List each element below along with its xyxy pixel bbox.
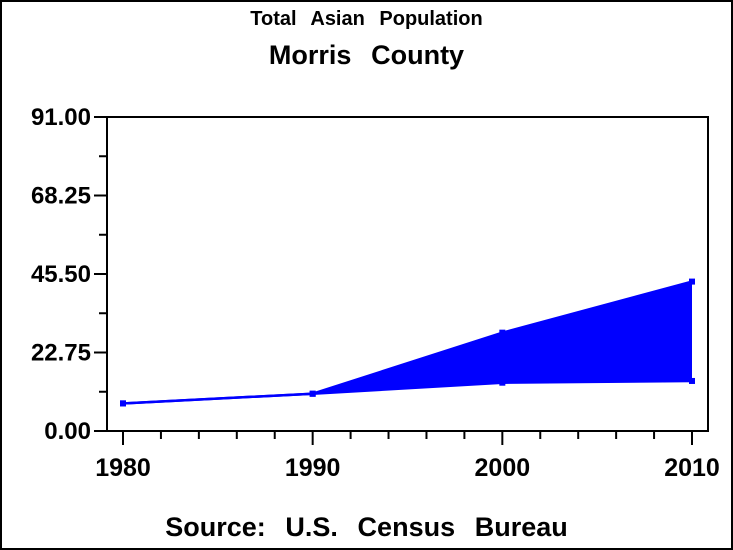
x-tick-label: 2000 xyxy=(475,454,531,482)
series-line-lower xyxy=(122,379,693,405)
data-point-marker-lower xyxy=(499,379,506,386)
chart-subtitle: Morris County xyxy=(268,40,465,70)
chart-title: Total Asian Population xyxy=(250,8,483,30)
x-tick-label: 1990 xyxy=(285,454,341,482)
y-tick-label: 91.00 xyxy=(31,104,91,131)
data-point-marker-lower xyxy=(120,400,126,407)
y-tick-label: 45.50 xyxy=(31,261,91,288)
y-tick-label: 22.75 xyxy=(31,340,91,367)
data-point-marker-upper xyxy=(689,278,695,285)
data-point-marker-lower xyxy=(689,377,695,384)
y-tick-label: 0.00 xyxy=(44,418,91,445)
x-tick-label: 1980 xyxy=(95,454,151,482)
source-footnote: Source: U.S. Census Bureau xyxy=(165,512,568,542)
x-tick-label: 2010 xyxy=(664,454,720,482)
y-tick-label: 68.25 xyxy=(31,183,91,210)
data-point-marker-upper xyxy=(499,329,506,336)
data-point-marker-lower xyxy=(309,390,316,397)
band-fill xyxy=(123,281,692,404)
